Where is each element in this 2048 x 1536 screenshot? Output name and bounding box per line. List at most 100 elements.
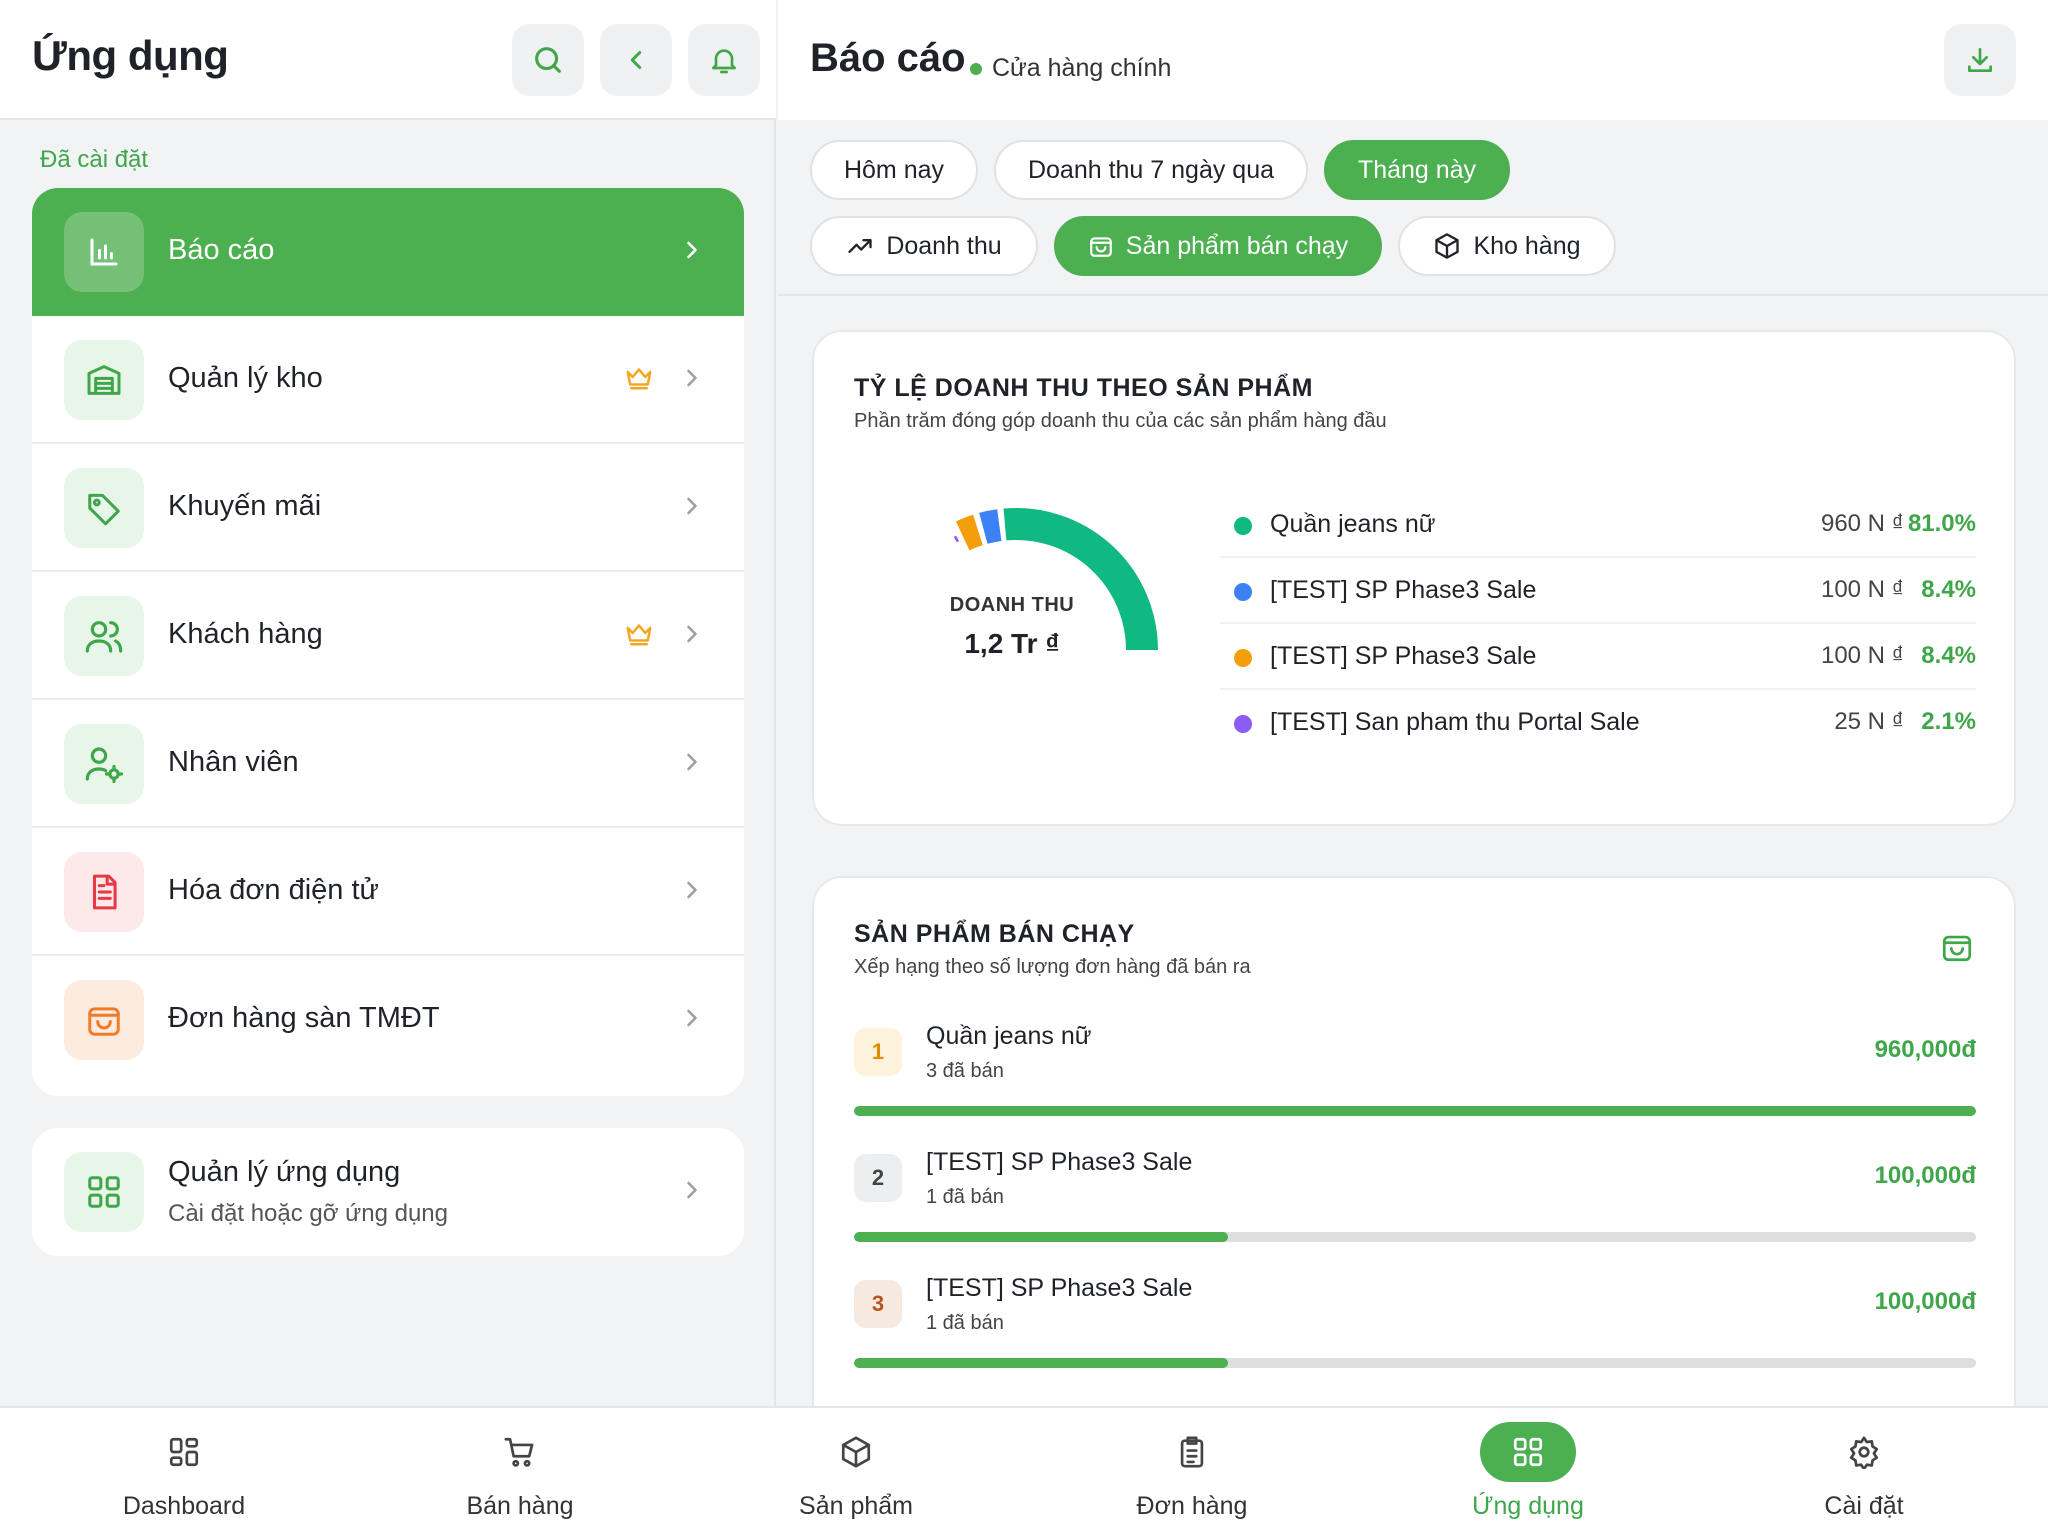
search-icon [535, 47, 561, 73]
status-dot [970, 62, 982, 75]
legend-value: 960 N ₫ [1820, 510, 1904, 537]
app-icon-tile [64, 596, 144, 676]
app-icon-tile [64, 980, 144, 1060]
nav-apps[interactable]: Ứng dụng [1428, 1408, 1628, 1536]
chip-label: Kho hàng [1473, 231, 1581, 260]
nav-label: Sản phẩm [799, 1492, 913, 1520]
tab-best-sellers[interactable]: Sản phẩm bán chạy [1054, 216, 1382, 276]
legend-percent: 81.0% [1907, 510, 1976, 537]
nav-label: Ứng dụng [1472, 1492, 1584, 1520]
download-icon [1968, 48, 1992, 72]
manage-apps-item[interactable]: Quản lý ứng dụng Cài đặt hoặc gỡ ứng dụn… [32, 1128, 744, 1256]
tab-revenue[interactable]: Doanh thu [810, 216, 1038, 276]
app-item-promotions[interactable]: Khuyến mãi [32, 444, 744, 572]
card-title: SẢN PHẨM BÁN CHẠY [854, 920, 1135, 948]
tag-icon [88, 493, 120, 526]
nav-orders[interactable]: Đơn hàng [1092, 1408, 1292, 1536]
app-item-e-invoice[interactable]: Hóa đơn điện tử [32, 828, 744, 956]
legend-percent: 8.4% [1921, 642, 1976, 669]
app-item-ecommerce-orders[interactable]: Đơn hàng sàn TMĐT [32, 956, 744, 1084]
nav-label: Bán hàng [466, 1492, 574, 1520]
app-icon-tile [64, 852, 144, 932]
trending-up-icon [848, 239, 872, 253]
app-icon-tile [64, 468, 144, 548]
notifications-button[interactable] [688, 24, 760, 96]
chip-label: Doanh thu 7 ngày qua [1027, 155, 1275, 184]
app-item-reports[interactable]: Báo cáo [32, 188, 744, 316]
store-indicator: Cửa hàng chính [970, 54, 1171, 83]
nav-dashboard[interactable]: Dashboard [84, 1408, 284, 1536]
crown-icon [626, 624, 652, 646]
chevron-right-icon [687, 753, 697, 771]
product-rank-row[interactable]: 1 Quần jeans nữ 3 đã bán 960,000đ [854, 1014, 1976, 1140]
progress-fill [854, 1358, 1228, 1368]
legend-color-dot [1234, 715, 1252, 733]
product-revenue: 960,000đ [1874, 1036, 1976, 1063]
nav-icon-wrap [472, 1422, 568, 1482]
bell-icon [712, 49, 736, 74]
chevron-right-icon [687, 369, 697, 387]
progress-track [854, 1106, 1976, 1116]
bar-chart-icon [90, 238, 118, 266]
rank-badge: 3 [854, 1280, 902, 1328]
legend-product-name: [TEST] SP Phase3 Sale [1270, 576, 1537, 604]
chevron-right-icon [687, 497, 697, 515]
app-item-label: Nhân viên [168, 746, 299, 778]
chip-label: Sản phẩm bán chạy [1125, 231, 1349, 260]
box-icon [1435, 233, 1460, 259]
legend-color-dot [1234, 517, 1252, 535]
app-item-label: Hóa đơn điện tử [168, 874, 379, 906]
chevron-right-icon [687, 1181, 697, 1199]
app-item-customers[interactable]: Khách hàng [32, 572, 744, 700]
download-button[interactable] [1944, 24, 2016, 96]
progress-fill [854, 1232, 1228, 1242]
tab-inventory[interactable]: Kho hàng [1398, 216, 1616, 276]
legend-product-name: [TEST] San pham thu Portal Sale [1270, 708, 1640, 736]
product-revenue: 100,000đ [1874, 1288, 1976, 1315]
back-button[interactable] [600, 24, 672, 96]
app-item-inventory[interactable]: Quản lý kho [32, 316, 744, 444]
legend-percent: 8.4% [1921, 576, 1976, 603]
apps-grid-icon [88, 1176, 120, 1208]
product-rank-row[interactable]: 2 [TEST] SP Phase3 Sale 1 đã bán 100,000… [854, 1140, 1976, 1266]
nav-icon-wrap [136, 1422, 232, 1482]
legend-product-name: [TEST] SP Phase3 Sale [1270, 642, 1537, 670]
rank-badge: 2 [854, 1154, 902, 1202]
warehouse-icon [87, 365, 121, 395]
rank-badge: 1 [854, 1028, 902, 1076]
nav-settings[interactable]: Cài đặt [1764, 1408, 1964, 1536]
progress-track [854, 1232, 1976, 1242]
nav-products[interactable]: Sản phẩm [756, 1408, 956, 1536]
revenue-donut-chart [953, 508, 1158, 651]
chevron-right-icon [687, 881, 697, 899]
nav-sales[interactable]: Bán hàng [420, 1408, 620, 1536]
report-header: Báo cáo Cửa hàng chính [778, 0, 2048, 120]
app-item-staff[interactable]: Nhân viên [32, 700, 744, 828]
legend-value: 25 N ₫ [1834, 708, 1904, 735]
manage-apps-subtitle: Cài đặt hoặc gỡ ứng dụng [168, 1200, 448, 1227]
search-button[interactable] [512, 24, 584, 96]
legend-row: [TEST] San pham thu Portal Sale 25 N ₫ 2… [1220, 690, 1976, 756]
chevron-right-icon [687, 241, 697, 259]
app-icon-tile [64, 1152, 144, 1232]
period-chip-today[interactable]: Hôm nay [810, 140, 978, 200]
chevron-right-icon [687, 1009, 697, 1027]
period-chip-this-month[interactable]: Tháng này [1324, 140, 1510, 200]
chip-label: Hôm nay [843, 155, 945, 184]
period-chip-7-days[interactable]: Doanh thu 7 ngày qua [994, 140, 1308, 200]
legend-value: 100 N ₫ [1820, 642, 1904, 669]
product-sold-count: 1 đã bán [926, 1312, 1004, 1334]
donut-slice [1003, 508, 1158, 651]
app-item-label: Khuyến mãi [168, 490, 322, 522]
crown-icon [626, 368, 652, 390]
product-name: [TEST] SP Phase3 Sale [926, 1274, 1193, 1302]
apps-panel: Ứng dụng Đã cài đặt Báo cáo Quản lý kho [0, 0, 776, 1406]
donut-slice [953, 535, 960, 543]
card-subtitle: Phần trăm đóng góp doanh thu của các sản… [854, 410, 1387, 432]
product-rank-row[interactable]: 3 [TEST] SP Phase3 Sale 1 đã bán 100,000… [854, 1266, 1976, 1392]
donut-slice [955, 514, 983, 551]
progress-track [854, 1358, 1976, 1368]
best-sellers-card: SẢN PHẨM BÁN CHẠY Xếp hạng theo số lượng… [812, 876, 2016, 1406]
grid-icon [169, 1437, 199, 1467]
chevron-left-icon [630, 51, 642, 69]
